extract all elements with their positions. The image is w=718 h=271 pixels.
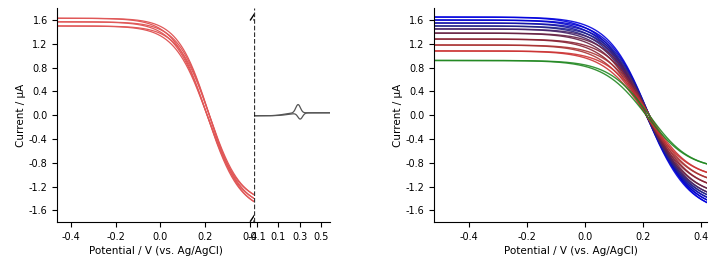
X-axis label: Potential / V (vs. Ag/AgCl): Potential / V (vs. Ag/AgCl) — [89, 246, 223, 256]
X-axis label: Potential / V (vs. Ag/AgCl): Potential / V (vs. Ag/AgCl) — [504, 246, 638, 256]
Y-axis label: Current / μA: Current / μA — [393, 83, 403, 147]
Y-axis label: Current / μA: Current / μA — [16, 83, 26, 147]
